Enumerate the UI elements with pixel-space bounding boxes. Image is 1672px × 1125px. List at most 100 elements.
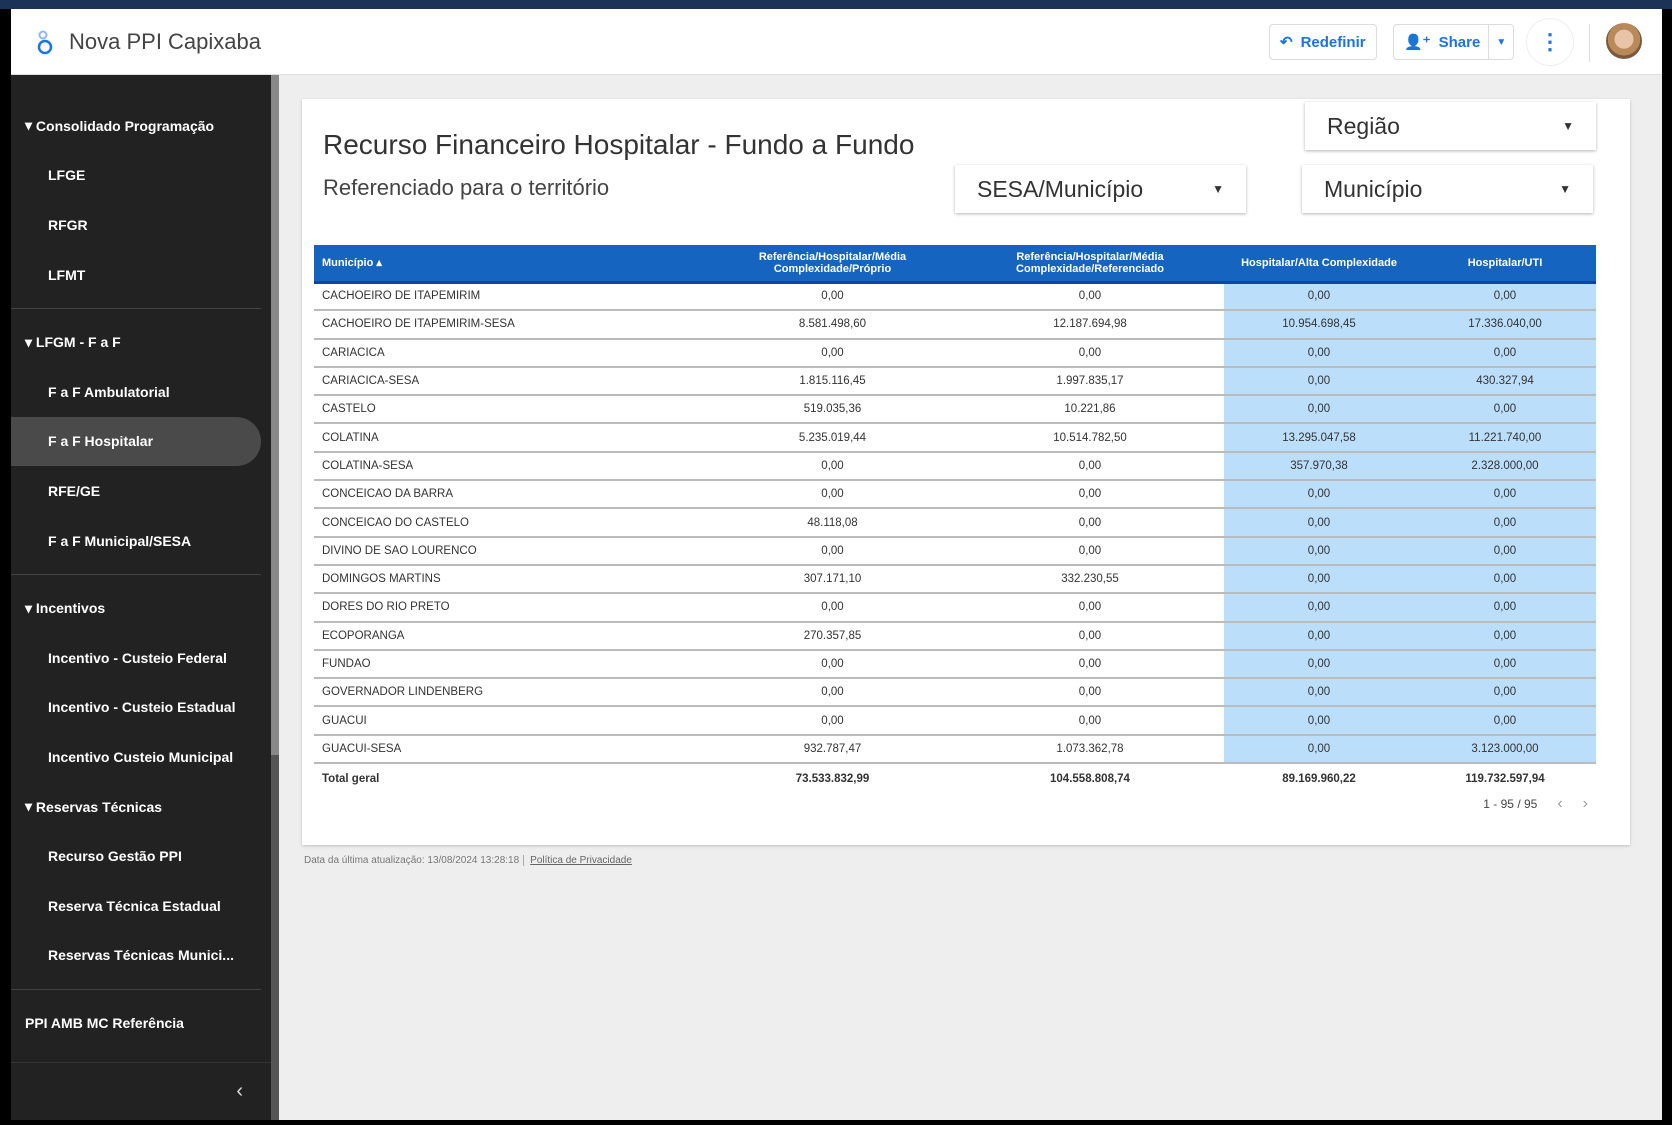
value-cell: 0,00: [709, 451, 956, 482]
logo-icon: [37, 30, 53, 55]
table-row: ECOPORANGA 270.357,85 0,00 0,00 0,00: [314, 621, 1596, 651]
table-row: DIVINO DE SAO LOURENCO 0,00 0,00 0,00 0,00: [314, 536, 1596, 566]
value-cell: 0,00: [1414, 536, 1596, 566]
municipio-cell: CONCEICAO DO CASTELO: [314, 508, 709, 538]
dropdown-label: Município: [1324, 175, 1423, 202]
pagination-range: 1 - 95 / 95: [1483, 797, 1538, 811]
value-cell: 13.295.047,58: [1224, 423, 1414, 453]
sidebar-item-faf-municipal-sesa[interactable]: F a F Municipal/SESA: [48, 532, 192, 549]
value-cell: 0,00: [1224, 621, 1414, 651]
value-cell: 0,00: [956, 593, 1224, 623]
sidebar-section-lfgm[interactable]: ▾ LFGM - F a F: [25, 333, 121, 351]
value-cell: 0,00: [1414, 564, 1596, 595]
value-cell: 0,00: [709, 706, 956, 736]
sesa-municipio-dropdown[interactable]: SESA/Município ▼: [955, 165, 1246, 213]
pagination: 1 - 95 / 95 ‹ ›: [1483, 795, 1588, 813]
sidebar-item-lfge[interactable]: LFGE: [48, 167, 86, 184]
sidebar-item-reserva-estadual[interactable]: Reserva Técnica Estadual: [48, 897, 221, 914]
column-header-municipio-sort[interactable]: Município ▴: [314, 245, 709, 284]
value-cell: 0,00: [1414, 706, 1596, 736]
collapse-sidebar-button[interactable]: ‹: [11, 1062, 271, 1120]
sidebar: ▾ Consolidado Programação LFGE RFGR LFMT…: [11, 75, 271, 1120]
sidebar-item-faf-ambulatorial[interactable]: F a F Ambulatorial: [48, 383, 170, 400]
app-title: Nova PPI Capixaba: [69, 29, 261, 54]
value-cell: 17.336.040,00: [1414, 310, 1596, 340]
next-page-icon[interactable]: ›: [1582, 795, 1588, 812]
municipio-cell: CONCEICAO DA BARRA: [314, 480, 709, 510]
sidebar-item-rfgr[interactable]: RFGR: [48, 216, 88, 233]
value-cell: 10.514.782,50: [956, 423, 1224, 453]
value-cell: 89.169.960,22: [1282, 772, 1356, 785]
column-header[interactable]: Referência/Hospitalar/Média Complexidade…: [956, 245, 1224, 284]
value-cell: 10.221,86: [956, 395, 1224, 425]
value-cell: 0,00: [956, 678, 1224, 708]
reset-button[interactable]: ↶ Redefinir: [1269, 24, 1377, 60]
caret-down-icon: ▼: [1562, 119, 1574, 133]
value-cell: 0,00: [956, 649, 1224, 680]
share-label: Share: [1438, 33, 1481, 51]
value-cell: 2.328.000,00: [1414, 451, 1596, 482]
value-cell: 0,00: [956, 508, 1224, 538]
value-cell: 519.035,36: [709, 395, 956, 425]
column-header[interactable]: Hospitalar/UTI: [1414, 245, 1596, 284]
value-cell: 5.235.019,44: [709, 423, 956, 453]
municipio-cell: CARIACICA-SESA: [314, 366, 709, 397]
value-cell: 0,00: [1224, 649, 1414, 680]
prev-page-icon[interactable]: ‹: [1557, 795, 1563, 812]
value-cell: 0,00: [1414, 480, 1596, 510]
municipio-cell: Total geral: [322, 772, 380, 785]
page-title: Recurso Financeiro Hospitalar - Fundo a …: [323, 129, 915, 160]
sidebar-section-consolidado[interactable]: ▾ Consolidado Programação: [25, 117, 215, 134]
more-options-icon[interactable]: ⋮: [1526, 18, 1574, 66]
sidebar-section-reservas[interactable]: ▾ Reservas Técnicas: [25, 798, 163, 815]
value-cell: 0,00: [1224, 678, 1414, 708]
sidebar-item-incentivo-estadual[interactable]: Incentivo - Custeio Estadual: [48, 699, 236, 716]
value-cell: 0,00: [1224, 366, 1414, 397]
divider: [11, 299, 271, 317]
value-cell: 0,00: [1224, 480, 1414, 510]
municipio-cell: COLATINA-SESA: [314, 451, 709, 482]
value-cell: 357.970,38: [1224, 451, 1414, 482]
sidebar-item-recurso-gestao[interactable]: Recurso Gestão PPI: [48, 848, 182, 865]
sidebar-item-faf-hospitalar[interactable]: F a F Hospitalar: [11, 416, 261, 467]
section-label: Incentivos: [35, 600, 106, 617]
value-cell: 0,00: [1414, 338, 1596, 368]
table-row: DOMINGOS MARTINS 307.171,10 332.230,55 0,00…: [314, 564, 1596, 595]
value-cell: 0,00: [1224, 734, 1414, 765]
divider: [11, 565, 271, 583]
table-row: CASTELO 519.035,36 10.221,86 0,00 0,00: [314, 395, 1596, 425]
page-subtitle: Referenciado para o território: [323, 175, 610, 200]
column-header[interactable]: Hospitalar/Alta Complexidade: [1224, 245, 1414, 284]
value-cell: 0,00: [1414, 508, 1596, 538]
municipio-dropdown[interactable]: Município ▼: [1302, 165, 1593, 213]
municipio-cell: CACHOEIRO DE ITAPEMIRIM: [314, 282, 709, 312]
value-cell: 0,00: [1224, 593, 1414, 623]
regiao-dropdown[interactable]: Região ▼: [1305, 102, 1596, 150]
sidebar-item-reservas-municipais[interactable]: Reservas Técnicas Munici...: [48, 947, 234, 964]
divider: [1589, 24, 1590, 62]
share-dropdown-icon[interactable]: ▼: [1488, 25, 1513, 59]
municipio-cell: COLATINA: [314, 423, 709, 453]
privacy-link[interactable]: Política de Privacidade: [523, 855, 632, 866]
municipio-cell: GUACUI: [314, 706, 709, 736]
sidebar-item-rfe-ge[interactable]: RFE/GE: [48, 482, 101, 499]
sidebar-section-incentivos[interactable]: ▾ Incentivos: [25, 599, 106, 617]
column-header[interactable]: Referência/Hospitalar/Média Complexidade…: [709, 245, 956, 284]
share-button[interactable]: 👤⁺ Share ▼: [1393, 24, 1515, 60]
caret-down-icon: ▼: [1559, 182, 1571, 196]
avatar[interactable]: [1606, 23, 1642, 59]
value-cell: 332.230,55: [956, 564, 1224, 595]
sidebar-scrollbar[interactable]: [271, 75, 279, 755]
sidebar-item-lfmt[interactable]: LFMT: [48, 266, 86, 283]
table-row: FUNDAO 0,00 0,00 0,00 0,00: [314, 649, 1596, 680]
value-cell: 0,00: [1224, 536, 1414, 566]
value-cell: 0,00: [956, 621, 1224, 651]
sidebar-item-incentivo-municipal[interactable]: Incentivo Custeio Municipal: [48, 748, 234, 765]
table-row: DORES DO RIO PRETO 0,00 0,00 0,00 0,00: [314, 593, 1596, 623]
value-cell: 1.997.835,17: [956, 366, 1224, 397]
sidebar-item-incentivo-federal[interactable]: Incentivo - Custeio Federal: [48, 649, 227, 666]
section-label: Reservas Técnicas: [35, 798, 163, 815]
total-row: Total geral 73.533.832,99 104.558.808,74 89…: [314, 763, 1596, 793]
sidebar-item-ppi-amb[interactable]: PPI AMB MC Referência: [25, 1014, 184, 1031]
value-cell: 10.954.698,45: [1224, 310, 1414, 340]
